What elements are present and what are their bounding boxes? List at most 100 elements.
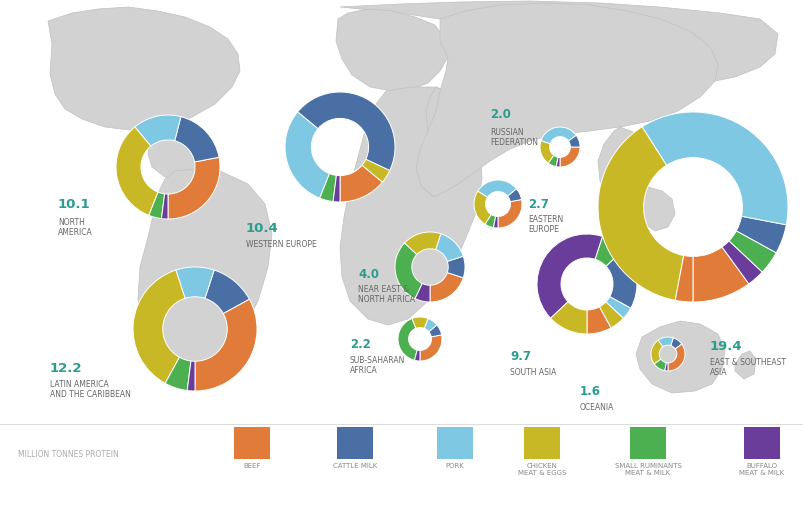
Wedge shape [642,113,787,225]
Text: SUB-SAHARAN
AFRICA: SUB-SAHARAN AFRICA [349,355,405,375]
Text: WESTERN EUROPE: WESTERN EUROPE [246,240,316,248]
Wedge shape [605,250,636,308]
Wedge shape [174,118,218,162]
Wedge shape [116,128,158,216]
Wedge shape [135,116,181,147]
Wedge shape [736,217,785,253]
FancyBboxPatch shape [234,427,270,459]
FancyBboxPatch shape [743,427,779,459]
Text: RUSSIAN
FEDERATION: RUSSIAN FEDERATION [489,128,537,147]
Wedge shape [361,160,389,183]
Text: 2.0: 2.0 [489,108,510,121]
Wedge shape [165,357,191,391]
Polygon shape [340,2,777,84]
Wedge shape [435,234,463,262]
Wedge shape [568,136,579,148]
Text: MILLION TONNES PROTEIN: MILLION TONNES PROTEIN [18,449,119,459]
Wedge shape [507,189,521,202]
Wedge shape [284,112,329,199]
Wedge shape [340,166,382,203]
Wedge shape [493,217,497,229]
Text: 2.7: 2.7 [528,197,548,211]
Text: NEAR EAST &
NORTH AFRICA: NEAR EAST & NORTH AFRICA [357,285,414,304]
Polygon shape [336,10,447,92]
Wedge shape [650,341,662,364]
Wedge shape [446,257,464,278]
FancyBboxPatch shape [336,427,373,459]
Wedge shape [692,247,748,302]
Text: CATTLE MILK: CATTLE MILK [332,462,377,468]
Text: NORTH
AMERICA: NORTH AMERICA [58,217,92,237]
Text: EASTERN
EUROPE: EASTERN EUROPE [528,215,563,234]
Text: 9.7: 9.7 [509,349,530,362]
Text: 12.2: 12.2 [50,361,83,374]
Wedge shape [149,193,165,219]
Text: SOUTH ASIA: SOUTH ASIA [509,367,556,376]
Wedge shape [320,174,336,202]
Wedge shape [667,344,684,371]
Wedge shape [550,302,586,334]
Wedge shape [556,158,560,167]
Wedge shape [586,307,610,334]
Wedge shape [397,319,417,360]
Wedge shape [599,302,622,328]
Wedge shape [187,361,195,391]
Wedge shape [176,267,214,299]
Wedge shape [657,337,672,347]
Wedge shape [675,256,692,302]
Wedge shape [670,338,681,349]
Wedge shape [394,244,422,299]
Text: OCEANIA: OCEANIA [579,402,613,411]
Wedge shape [597,128,683,301]
Wedge shape [664,363,667,371]
Wedge shape [332,176,340,203]
Wedge shape [484,215,495,228]
Wedge shape [424,319,436,332]
Text: 4.0: 4.0 [357,267,378,280]
Wedge shape [605,297,630,319]
Wedge shape [540,128,576,145]
Polygon shape [734,351,755,379]
Wedge shape [728,232,775,272]
Wedge shape [195,299,257,391]
Text: PORK: PORK [445,462,464,468]
Text: SMALL RUMINANTS
MEAT & MILK: SMALL RUMINANTS MEAT & MILK [613,462,681,475]
Text: 19.4: 19.4 [709,340,742,352]
Wedge shape [430,273,463,302]
Wedge shape [536,235,601,319]
Wedge shape [414,350,419,361]
Polygon shape [635,321,724,393]
Wedge shape [414,284,430,302]
Text: LATIN AMERICA
AND THE CARIBBEAN: LATIN AMERICA AND THE CARIBBEAN [50,379,131,399]
Text: 10.4: 10.4 [246,221,279,235]
Wedge shape [477,181,516,198]
Wedge shape [132,270,185,384]
Polygon shape [138,169,271,375]
Polygon shape [426,88,479,165]
Wedge shape [297,93,394,171]
Text: BEEF: BEEF [243,462,260,468]
Text: 10.1: 10.1 [58,197,91,211]
FancyBboxPatch shape [630,427,665,459]
Wedge shape [560,148,579,167]
Wedge shape [161,194,168,219]
Text: EAST & SOUTHEAST
ASIA: EAST & SOUTHEAST ASIA [709,357,785,377]
Text: BUFFALO
MEAT & MILK: BUFFALO MEAT & MILK [739,462,784,475]
Text: CHICKEN
MEAT & EGGS: CHICKEN MEAT & EGGS [517,462,565,475]
Wedge shape [540,142,553,164]
FancyBboxPatch shape [437,427,472,459]
Polygon shape [340,88,482,325]
Wedge shape [205,270,249,314]
Wedge shape [474,192,491,225]
Wedge shape [404,233,440,255]
Text: 2.2: 2.2 [349,337,370,350]
Polygon shape [48,8,240,132]
Text: 1.6: 1.6 [579,384,601,397]
Wedge shape [411,318,427,329]
Polygon shape [642,188,675,232]
Wedge shape [419,335,442,361]
Wedge shape [654,359,666,371]
Wedge shape [594,237,622,267]
Wedge shape [721,241,761,285]
Wedge shape [168,158,220,219]
